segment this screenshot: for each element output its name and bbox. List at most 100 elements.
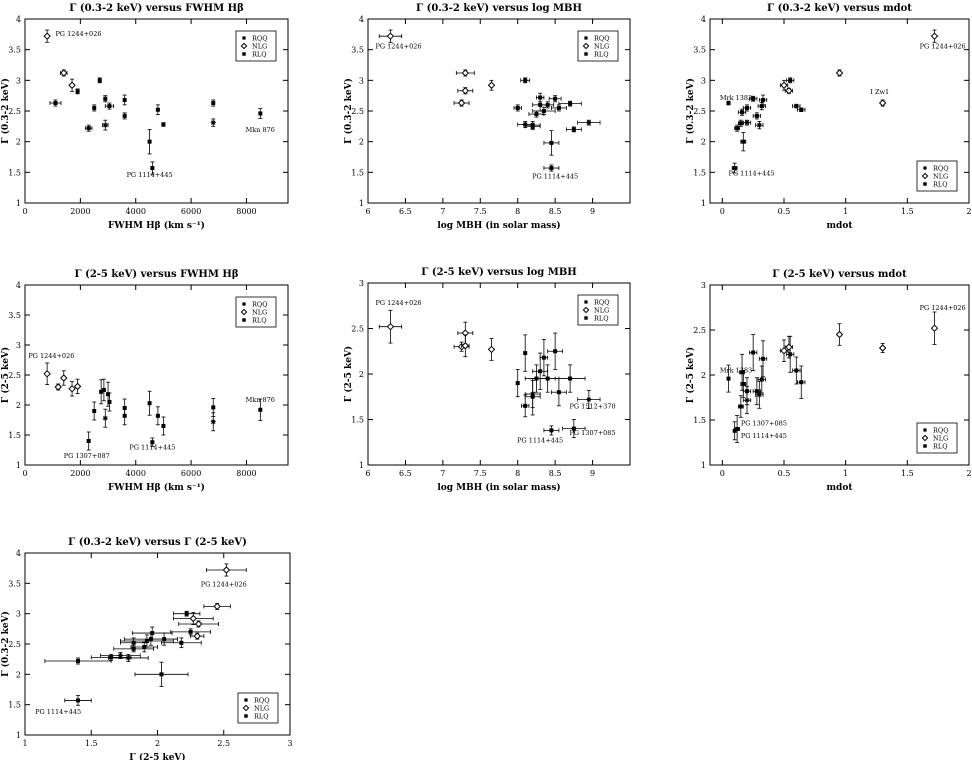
point-annotation: PG 1307+085 [741,419,787,427]
chart-title: Γ (2-5 keV) versus log MBH [421,267,577,278]
data-point-nlg [487,345,496,354]
legend-label: RLQ [594,315,609,323]
data-point-rqq [754,389,759,394]
y-tick-label: 2 [701,138,706,147]
x-axis-label: FWHM Hβ (km s⁻¹) [108,220,205,231]
point-annotation: PG 1244+026 [375,42,421,50]
legend-label: NLG [252,309,267,317]
point-annotation: Mrk 1383 [720,366,752,374]
data-point-rqq [150,440,155,445]
data-point-rqq [97,78,102,83]
x-tick-label: 8.5 [549,469,562,478]
y-tick-label: 4 [16,15,21,24]
x-tick-label: 8.5 [549,207,562,216]
data-point-nlg [461,87,470,95]
series-nlg [779,311,939,362]
legend-label: NLG [254,705,269,713]
point-annotation: PG 1114+445 [35,708,81,716]
x-tick-label: 6000 [181,469,201,478]
x-tick-label: 4000 [126,207,146,216]
x-tick-label: 0 [720,469,725,478]
legend-marker-rqq [244,698,248,702]
legend-label: NLG [252,43,267,51]
legend-label: RLQ [933,443,948,451]
point-annotation: PG 1114+445 [127,171,173,179]
data-point-nlg [194,620,203,628]
data-point-rqq [761,97,766,102]
data-point-nlg [43,32,51,40]
data-point-rqq [515,381,520,386]
data-point-rqq [106,392,111,397]
data-point-rqq [150,631,155,636]
data-point-rlq [102,122,108,128]
y-tick-label: 4 [701,15,706,24]
data-point-rqq [142,645,147,650]
x-tick-label: 1.5 [901,469,914,478]
x-tick-label: 1.5 [901,207,914,216]
data-point-rqq [738,404,743,409]
chart-title: Γ (0.3-2 keV) versus FWHM Hβ [69,3,244,14]
x-tick-label: 0.5 [778,469,791,478]
y-tick-label: 1 [701,199,706,208]
point-annotation: Mrk 1383 [720,94,752,102]
series-nlg [43,362,82,397]
data-point-rqq [155,413,160,418]
chart-panel-4: 0 2000 4000 6000 8000 1 1.5 2 2.5 3 3.5 4 Γ (2-5 keV… [0,269,289,493]
data-point-rqq [76,658,80,663]
x-tick-label: 0.5 [778,207,791,216]
data-point-rqq [794,104,799,109]
x-tick-label: 7 [440,469,445,478]
series-nlg [378,309,496,361]
legend-marker-nlg [582,42,590,50]
legend-marker-rqq [242,302,246,306]
series-rqq [515,332,586,439]
data-point-rqq [76,698,80,703]
series-rlq [100,652,149,662]
y-tick-label: 1.5 [351,416,364,425]
data-point-rqq [538,95,543,100]
series-rqq [726,77,806,174]
x-tick-label: 0 [22,469,27,478]
legend-marker-nlg [240,42,248,50]
y-tick-label: 3 [701,76,706,85]
data-point-rqq [799,380,804,385]
y-tick-label: 2.5 [693,107,706,116]
point-annotation: I Zw1 [870,88,889,96]
legend-marker-rlq [583,51,589,57]
data-point-nlg [68,385,76,393]
x-tick-label: 3 [287,739,292,748]
y-tick-label: 3 [16,610,21,619]
x-tick-label: 6 [365,207,370,216]
chart-panel-2: 6 6.5 7 7.5 8 8.5 9 1 1.5 2 2.5 3 3.5 4 Γ (0.3-2 keV) … [343,3,631,231]
data-point-nlg [930,32,939,40]
y-axis-label: Γ (2-5 keV) [0,347,11,403]
point-annotation: PG 1114+445 [517,436,563,444]
point-annotation: PG 1307+087 [64,452,110,460]
data-point-rlq [756,392,762,398]
y-axis-label: Γ (0.3-2 keV) [685,78,696,144]
data-point-rqq [545,376,550,381]
y-tick-label: 1.5 [351,168,364,177]
x-tick-label: 2000 [70,207,90,216]
y-tick-label: 1.5 [693,416,706,425]
y-tick-label: 2.5 [8,371,21,380]
data-point-rqq [147,401,152,406]
data-point-rqq [794,368,799,373]
data-point-rqq [515,105,520,110]
x-tick-label: 6.5 [399,469,412,478]
data-point-rqq [53,101,58,106]
data-point-nlg [189,614,197,623]
legend-marker-rqq [584,300,588,304]
data-point-nlg [878,99,887,107]
data-point-rqq [788,352,793,357]
legend-marker-rqq [242,36,246,40]
data-point-rqq [131,640,136,645]
data-point-rqq [732,166,737,171]
legend-label: RLQ [594,51,609,59]
series-nlg [378,29,496,107]
data-point-nlg [878,344,887,352]
